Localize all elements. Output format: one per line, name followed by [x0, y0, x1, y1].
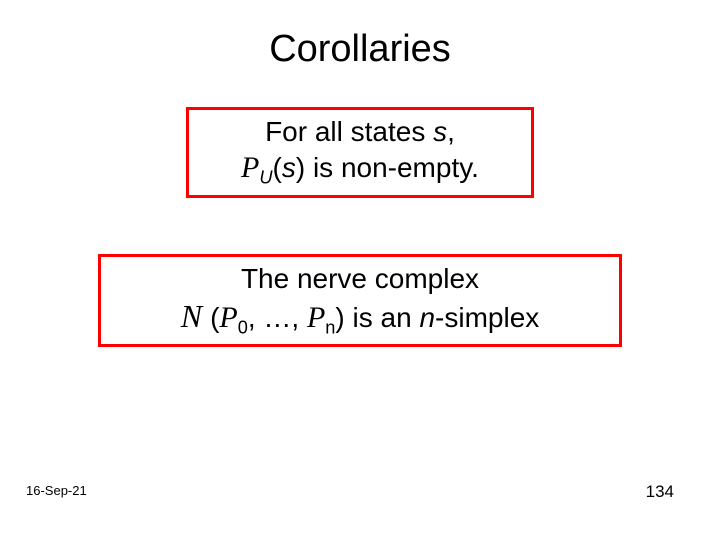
- box2-mid: ) is an: [335, 302, 419, 333]
- ellipsis: , …,: [248, 302, 307, 333]
- slide-title: Corollaries: [0, 28, 720, 71]
- footer-page-number: 134: [646, 482, 674, 502]
- script-Pn-icon: P: [307, 301, 325, 334]
- open-paren: (: [273, 152, 282, 183]
- box1-text1: For all states: [265, 116, 433, 147]
- box1-line1: For all states s,: [197, 114, 523, 149]
- open-paren-2: (: [210, 302, 219, 333]
- box2-line2: N (P0, …, Pn) is an n-simplex: [109, 296, 611, 337]
- corollary-box-1: For all states s, PU(s) is non-empty.: [186, 107, 534, 198]
- subscript-U: U: [259, 168, 272, 188]
- var-s: s: [282, 152, 296, 183]
- slide-container: Corollaries For all states s, PU(s) is n…: [0, 0, 720, 540]
- box1-var-s: s: [433, 116, 447, 147]
- box2-end: -simplex: [435, 302, 539, 333]
- box1-comma: ,: [447, 116, 455, 147]
- footer-date: 16-Sep-21: [26, 483, 87, 498]
- var-n: n: [419, 302, 435, 333]
- corollary-box-2: The nerve complex N (P0, …, Pn) is an n-…: [98, 254, 622, 348]
- script-P-icon: P: [241, 151, 259, 184]
- box1-rest: ) is non-empty.: [296, 152, 479, 183]
- script-N-icon: N: [181, 298, 210, 334]
- box1-line2: PU(s) is non-empty.: [197, 149, 523, 187]
- script-P0-icon: P: [219, 301, 237, 334]
- box2-line1: The nerve complex: [109, 261, 611, 296]
- subscript-0: 0: [238, 317, 248, 337]
- subscript-n: n: [325, 317, 335, 337]
